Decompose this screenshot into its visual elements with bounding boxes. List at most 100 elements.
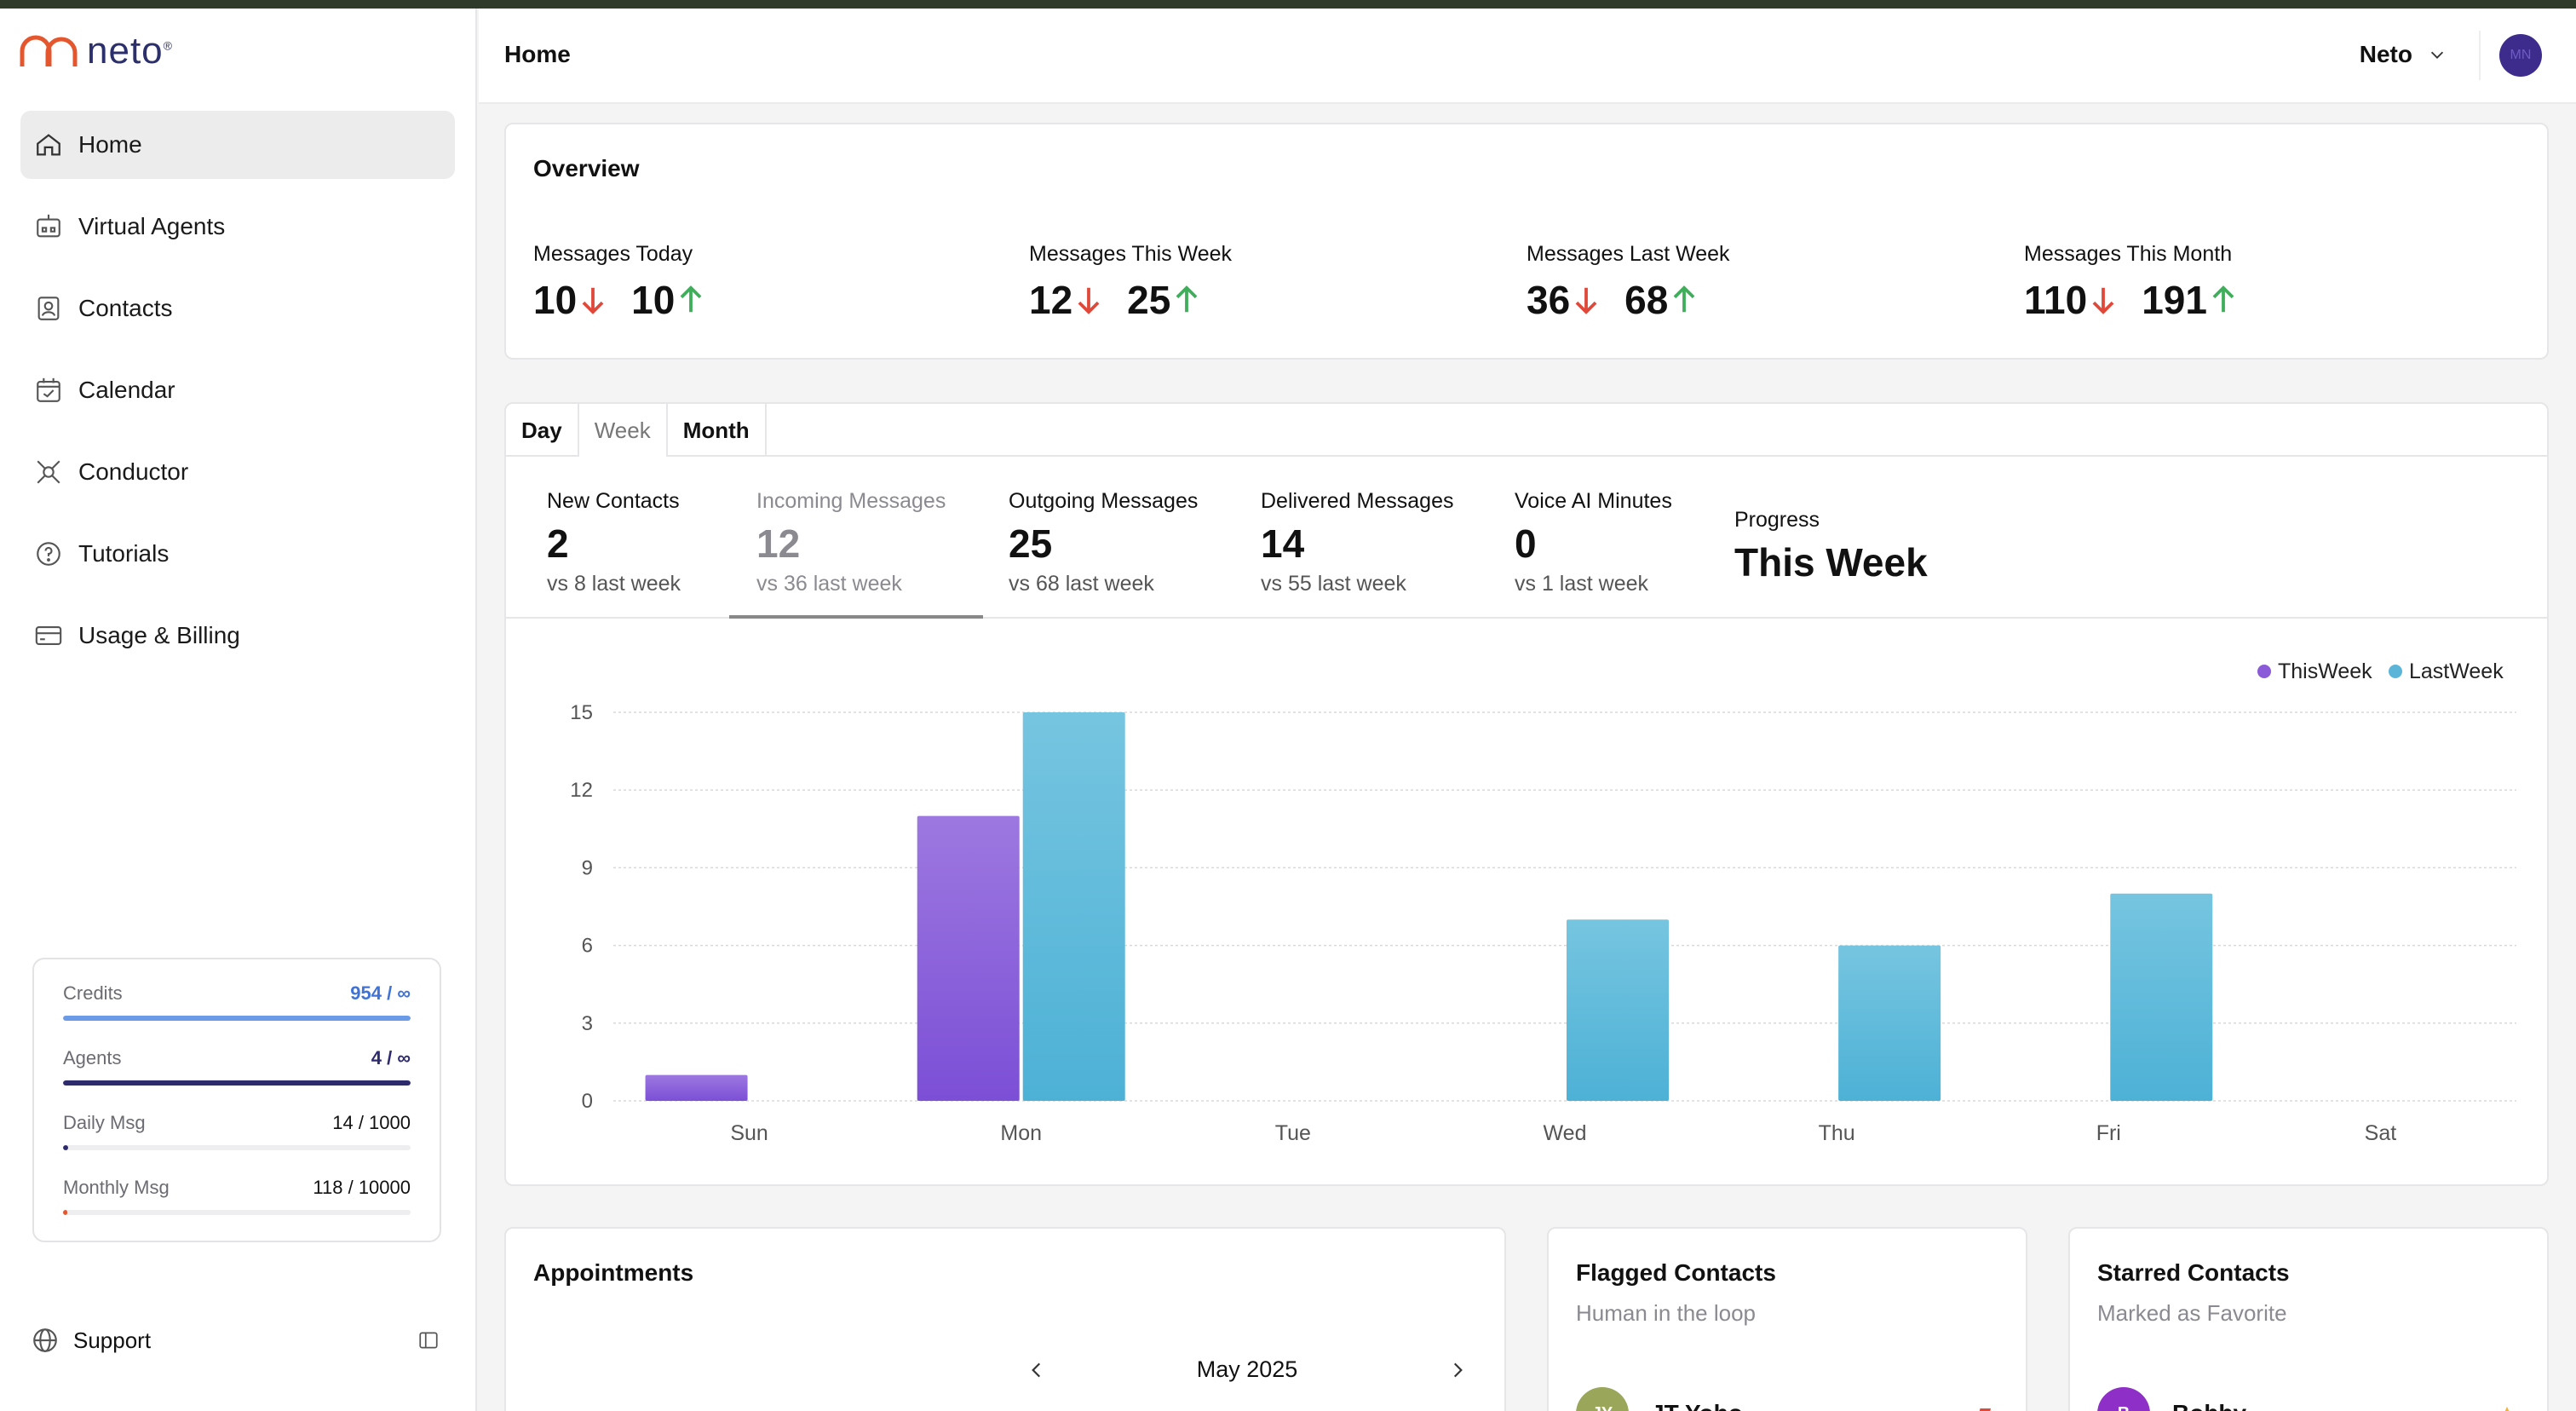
daily-msg-bar bbox=[63, 1145, 411, 1150]
contact-name: Bobby bbox=[2172, 1400, 2246, 1411]
contact-avatar: JY bbox=[1576, 1387, 1629, 1411]
up-arrow-icon bbox=[1176, 285, 1198, 313]
tab-day[interactable]: Day bbox=[506, 404, 579, 457]
metrics-row: New Contacts 2 vs 8 last week Incoming M… bbox=[506, 457, 2547, 619]
metric-incoming-messages[interactable]: Incoming Messages 12 vs 36 last week bbox=[756, 489, 946, 596]
daily-msg-bar-fill bbox=[63, 1145, 68, 1150]
flag-icon[interactable] bbox=[1969, 1404, 1995, 1411]
credits-label: Credits bbox=[63, 982, 123, 1004]
x-tick-label: Sat bbox=[2365, 1121, 2397, 1145]
sidebar-item-label: Calendar bbox=[78, 377, 175, 403]
bar-lastweek-wed bbox=[1567, 919, 1669, 1101]
chevron-left-icon[interactable] bbox=[1026, 1359, 1048, 1381]
question-circle-icon bbox=[37, 542, 60, 566]
chevron-right-icon[interactable] bbox=[1446, 1359, 1469, 1381]
overview-stat: Messages Last Week 36 68 bbox=[1527, 242, 1730, 323]
support-globe-icon bbox=[33, 1328, 57, 1352]
sidebar-item-conductor[interactable]: Conductor bbox=[20, 438, 455, 506]
account-switcher[interactable]: Neto bbox=[2360, 41, 2447, 68]
current-month: May 2025 bbox=[1196, 1356, 1298, 1382]
stat-value-a: 36 bbox=[1527, 278, 1571, 322]
flagged-contacts-card: Flagged Contacts Human in the loop JY JT… bbox=[1547, 1227, 2027, 1411]
x-tick-label: Thu bbox=[1819, 1121, 1855, 1145]
progress-period: Progress This Week bbox=[1734, 508, 1928, 585]
stat-values: 36 68 bbox=[1527, 277, 1730, 323]
stat-value-b: 25 bbox=[1127, 278, 1171, 322]
support-row: Support bbox=[31, 1326, 440, 1355]
sidebar-item-home[interactable]: Home bbox=[20, 111, 455, 179]
starred-title: Starred Contacts bbox=[2097, 1259, 2290, 1286]
metric-voice-ai-minutes[interactable]: Voice AI Minutes 0 vs 1 last week bbox=[1515, 489, 1672, 596]
x-tick-label: Sun bbox=[730, 1121, 768, 1145]
down-arrow-icon bbox=[1078, 287, 1100, 314]
agents-bar-fill bbox=[63, 1080, 411, 1086]
legend-swatch bbox=[2257, 665, 2271, 678]
collapse-sidebar-icon[interactable] bbox=[417, 1329, 440, 1351]
metric-comparison: vs 1 last week bbox=[1515, 572, 1649, 596]
stat-value-b: 191 bbox=[2142, 278, 2207, 322]
contact-name: JT Yoho bbox=[1651, 1400, 1743, 1411]
starred-contact-row[interactable]: B Bobby bbox=[2097, 1387, 2246, 1411]
y-tick-label: 0 bbox=[582, 1090, 593, 1113]
metric-comparison: vs 8 last week bbox=[547, 572, 681, 596]
stat-values: 10 10 bbox=[533, 277, 726, 323]
sidebar-item-label: Tutorials bbox=[78, 540, 170, 567]
usage-summary-card[interactable]: Credits 954 / ∞ Agents 4 / ∞ Daily Msg 14 /… bbox=[32, 958, 441, 1242]
y-tick-label: 12 bbox=[570, 779, 593, 802]
starred-subtitle: Marked as Favorite bbox=[2097, 1300, 2287, 1326]
contact-card-icon bbox=[37, 297, 60, 320]
header-divider bbox=[2479, 31, 2481, 80]
sidebar-item-label: Virtual Agents bbox=[78, 213, 226, 239]
metric-new-contacts[interactable]: New Contacts 2 vs 8 last week bbox=[547, 489, 681, 596]
account-name: Neto bbox=[2359, 41, 2412, 67]
bar-thisweek-sun bbox=[645, 1074, 748, 1101]
home-icon bbox=[37, 134, 60, 156]
flagged-contact-row[interactable]: JY JT Yoho bbox=[1576, 1387, 1743, 1411]
down-arrow-icon bbox=[1575, 287, 1597, 314]
bar-lastweek-fri bbox=[2110, 893, 2213, 1101]
support-link[interactable]: Support bbox=[31, 1326, 151, 1355]
daily-msg-label: Daily Msg bbox=[63, 1112, 146, 1133]
y-tick-label: 9 bbox=[582, 856, 593, 879]
sidebar-item-label: Conductor bbox=[78, 458, 189, 485]
sidebar-item-usage-billing[interactable]: Usage & Billing bbox=[20, 602, 455, 670]
monthly-msg-value: 118 / 10000 bbox=[313, 1177, 411, 1198]
tab-week[interactable]: Week bbox=[578, 404, 668, 457]
credits-value: 954 / ∞ bbox=[350, 982, 411, 1004]
monthly-msg-bar bbox=[63, 1210, 411, 1215]
metric-label: New Contacts bbox=[547, 489, 680, 513]
star-icon[interactable] bbox=[2493, 1404, 2521, 1411]
sidebar: neto® Home Virtual Agents Contacts Calen… bbox=[0, 9, 477, 1411]
stats-card: Day Week Month New Contacts 2 vs 8 last … bbox=[504, 402, 2549, 1186]
y-tick-label: 15 bbox=[570, 701, 593, 724]
starred-contacts-card: Starred Contacts Marked as Favorite B Bo… bbox=[2068, 1227, 2549, 1411]
metric-outgoing-messages[interactable]: Outgoing Messages 25 vs 68 last week bbox=[1009, 489, 1198, 596]
metric-label: Incoming Messages bbox=[756, 489, 946, 513]
metric-comparison: vs 55 last week bbox=[1261, 572, 1406, 596]
overview-title: Overview bbox=[533, 155, 640, 181]
appointments-card: Appointments May 2025 bbox=[504, 1227, 1506, 1411]
user-avatar[interactable]: MN bbox=[2499, 34, 2542, 77]
chevron-down-icon bbox=[2430, 51, 2444, 59]
overview-card: Overview Messages Today 10 10 Messages This… bbox=[504, 123, 2549, 360]
down-arrow-icon bbox=[2092, 287, 2114, 314]
stat-value-a: 10 bbox=[533, 278, 578, 322]
weekly-bar-chart: 0 3 6 9 12 15 Sun Mon Tue Wed Thu Fri Sat ThisWeek Las… bbox=[570, 659, 2516, 1145]
stat-label: Messages Today bbox=[533, 242, 693, 266]
agents-label: Agents bbox=[63, 1047, 122, 1068]
metric-delivered-messages[interactable]: Delivered Messages 14 vs 55 last week bbox=[1261, 489, 1454, 596]
top-header: Home Neto MN bbox=[479, 9, 2576, 104]
sidebar-item-calendar[interactable]: Calendar bbox=[20, 356, 455, 424]
robot-icon bbox=[37, 214, 60, 238]
tab-month[interactable]: Month bbox=[668, 404, 767, 457]
sidebar-item-tutorials[interactable]: Tutorials bbox=[20, 520, 455, 588]
stat-value-a: 110 bbox=[2024, 278, 2088, 322]
progress-value: This Week bbox=[1734, 540, 1928, 585]
stat-value-a: 12 bbox=[1029, 278, 1073, 322]
app-logo[interactable]: neto® bbox=[19, 27, 173, 75]
legend-swatch bbox=[2389, 665, 2402, 678]
sidebar-item-contacts[interactable]: Contacts bbox=[20, 274, 455, 343]
metric-value: 14 bbox=[1261, 521, 1305, 566]
x-tick-label: Fri bbox=[2096, 1121, 2121, 1145]
sidebar-item-virtual-agents[interactable]: Virtual Agents bbox=[20, 193, 455, 261]
